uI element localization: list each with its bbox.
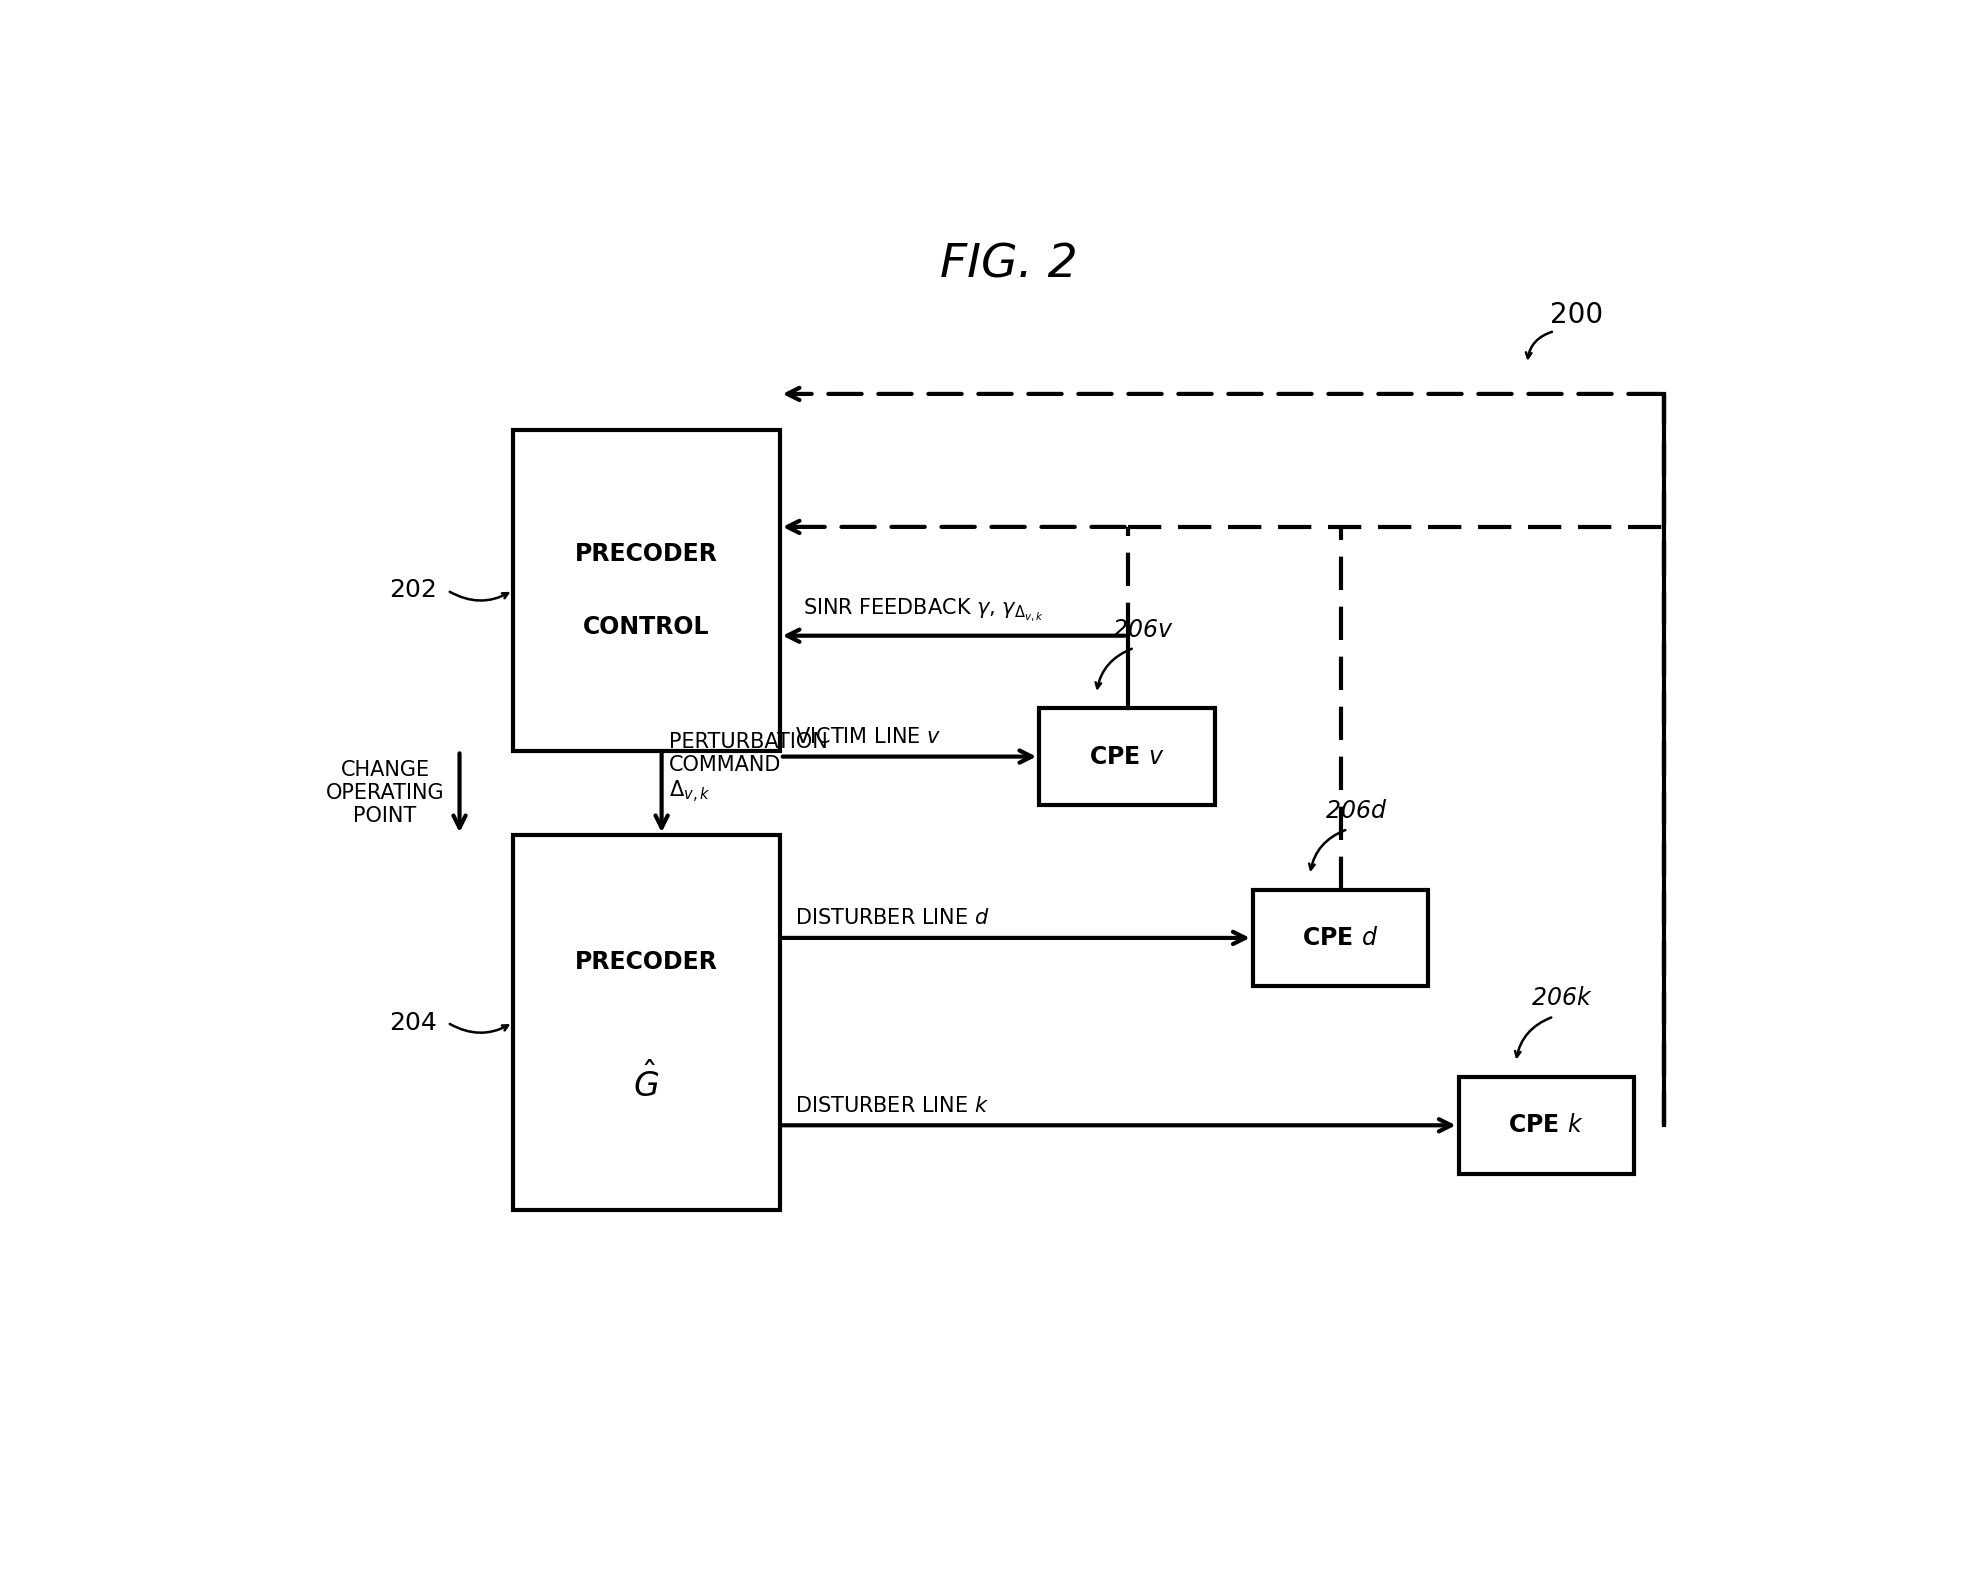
- Text: DISTURBER LINE $d$: DISTURBER LINE $d$: [795, 909, 990, 928]
- Bar: [1458, 1077, 1633, 1174]
- Text: $\hat{G}$: $\hat{G}$: [634, 1063, 659, 1104]
- Text: 206$d$: 206$d$: [1324, 799, 1387, 823]
- Text: CPE $d$: CPE $d$: [1303, 926, 1378, 950]
- Text: VICTIM LINE $v$: VICTIM LINE $v$: [795, 727, 941, 747]
- Text: FIG. 2: FIG. 2: [941, 243, 1076, 287]
- Text: PRECODER: PRECODER: [575, 542, 718, 567]
- Bar: [1254, 890, 1429, 986]
- Text: SINR FEEDBACK $\gamma$, $\gamma_{\Delta_{v,k}}$: SINR FEEDBACK $\gamma$, $\gamma_{\Delta_…: [803, 597, 1043, 623]
- Text: CPE $v$: CPE $v$: [1088, 744, 1165, 769]
- Text: 200: 200: [1551, 301, 1604, 330]
- Bar: [514, 835, 779, 1210]
- Bar: [514, 430, 779, 750]
- Text: CHANGE
OPERATING
POINT: CHANGE OPERATING POINT: [325, 760, 445, 826]
- Text: 204: 204: [390, 1011, 437, 1035]
- Text: 206$k$: 206$k$: [1531, 986, 1592, 1011]
- Text: CPE $k$: CPE $k$: [1509, 1113, 1584, 1137]
- Text: PRECODER: PRECODER: [575, 950, 718, 973]
- Text: PERTURBATION
COMMAND
$\Delta_{v,k}$: PERTURBATION COMMAND $\Delta_{v,k}$: [669, 732, 829, 805]
- Bar: [1039, 708, 1214, 805]
- Text: DISTURBER LINE $k$: DISTURBER LINE $k$: [795, 1096, 990, 1116]
- Text: 202: 202: [390, 578, 437, 603]
- Text: 206$v$: 206$v$: [1112, 617, 1173, 642]
- Text: CONTROL: CONTROL: [583, 614, 710, 639]
